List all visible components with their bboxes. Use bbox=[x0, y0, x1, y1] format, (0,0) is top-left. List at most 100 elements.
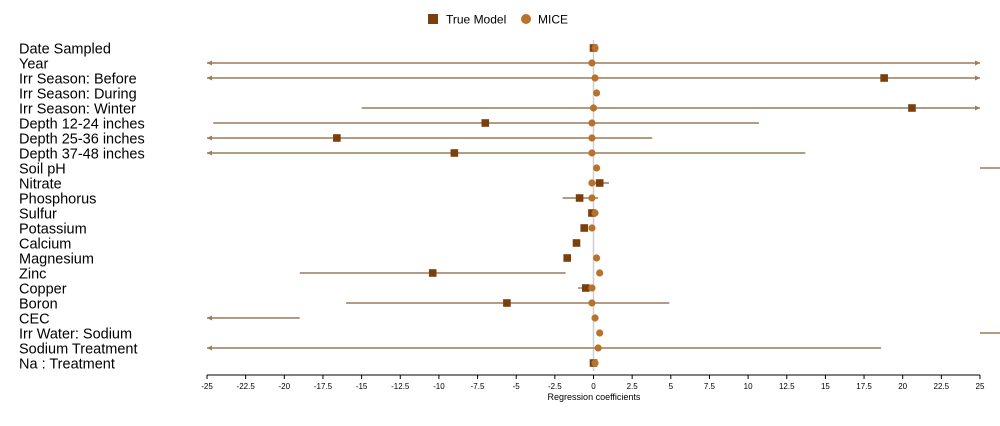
point-true-model-phosphorus bbox=[575, 194, 584, 202]
interval-mice-sodium-treatment-arrow-left bbox=[207, 345, 212, 351]
x-axis: -25 -22.5 -20 -17.5 -15 -12.5 -10 -7.5 -5 -2.5 0 2.… bbox=[201, 374, 985, 391]
interval-mice-sodium-treatment bbox=[207, 345, 882, 351]
legend-marker-mice bbox=[521, 14, 531, 24]
point-true-model-zinc bbox=[428, 269, 437, 277]
point-mice-cec bbox=[591, 314, 599, 322]
point-mice-irr-season-during bbox=[592, 89, 601, 97]
point-true-model-depth-25-36-inches bbox=[333, 134, 341, 142]
interval-mice-irr-season-winter-arrow-right bbox=[975, 105, 980, 111]
y-label-irr-water-sodium: Irr Water: Sodium bbox=[19, 327, 132, 343]
interval-mice-year-arrow-right bbox=[975, 60, 980, 66]
point-true-model-nitrate bbox=[595, 179, 604, 187]
y-label-irr-season-winter: Irr Season: Winter bbox=[19, 102, 136, 118]
x-tick-label-2-5: -2.5 bbox=[548, 382, 562, 391]
y-label-soil-ph: Soil pH bbox=[19, 162, 66, 178]
x-tick-label-17-5: 17.5 bbox=[856, 382, 872, 391]
interval-mice-depth-25-36-inches-arrow-left bbox=[207, 135, 212, 141]
point-true-model-depth-37-48-inches bbox=[450, 149, 459, 157]
point-true-model-depth-12-24-inches bbox=[481, 119, 490, 127]
interval-mice-cec-arrow-left bbox=[207, 315, 212, 321]
point-mice-year bbox=[588, 59, 596, 67]
interval-mice-year-arrow-left bbox=[207, 60, 212, 66]
x-tick-label-5: 5 bbox=[669, 382, 674, 391]
interval-mice-cec bbox=[207, 315, 300, 321]
x-tick-label-15: 15 bbox=[821, 382, 830, 391]
interval-mice-irr-season-before-arrow-left bbox=[207, 75, 212, 81]
y-label-na-treatment: Na : Treatment bbox=[19, 357, 115, 373]
point-mice-irr-water-sodium bbox=[596, 329, 604, 337]
point-mice-date-sampled bbox=[591, 44, 599, 52]
x-axis-label: Regression coefficients bbox=[548, 392, 641, 402]
y-label-sulfur: Sulfur bbox=[19, 207, 57, 223]
y-label-irr-season-before: Irr Season: Before bbox=[19, 72, 137, 88]
interval-mice-irr-season-winter bbox=[361, 105, 980, 111]
x-tick-label-5: -5 bbox=[513, 382, 521, 391]
x-tick-label-25: -25 bbox=[201, 382, 213, 391]
interval-mice-irr-season-before-arrow-right bbox=[975, 75, 980, 81]
y-label-irr-season-during: Irr Season: During bbox=[19, 87, 137, 103]
point-true-model-copper bbox=[581, 284, 590, 292]
x-tick-label-12-5: -12.5 bbox=[391, 382, 410, 391]
x-tick-label-20: -20 bbox=[279, 382, 291, 391]
interval-mice-depth-25-36-inches bbox=[207, 135, 653, 141]
y-label-nitrate: Nitrate bbox=[19, 177, 62, 193]
y-label-magnesium: Magnesium bbox=[19, 252, 94, 268]
x-tick-label-20: 20 bbox=[898, 382, 907, 391]
point-mice-nitrate bbox=[588, 179, 596, 187]
point-mice-zinc bbox=[596, 269, 604, 277]
point-mice-irr-season-winter bbox=[589, 104, 598, 112]
point-mice-depth-37-48-inches bbox=[588, 149, 596, 157]
x-tick-label-7-5: 7.5 bbox=[704, 382, 716, 391]
y-label-sodium-treatment: Sodium Treatment bbox=[19, 342, 137, 358]
confidence-intervals bbox=[207, 60, 1000, 351]
y-label-copper: Copper bbox=[19, 282, 67, 298]
y-label-depth-37-48-inches: Depth 37-48 inches bbox=[19, 147, 145, 163]
point-mice-phosphorus bbox=[588, 194, 596, 202]
point-estimates bbox=[333, 44, 916, 367]
point-mice-na-treatment bbox=[591, 359, 599, 367]
point-mice-sodium-treatment bbox=[594, 344, 602, 352]
y-label-potassium: Potassium bbox=[19, 222, 87, 238]
interval-mice-depth-37-48-inches-arrow-left bbox=[207, 150, 212, 156]
legend-label-true-model: True Model bbox=[446, 13, 506, 27]
x-tick-label-25: 25 bbox=[976, 382, 985, 391]
x-tick-label-15: -15 bbox=[356, 382, 368, 391]
x-tick-label-10: 10 bbox=[744, 382, 753, 391]
point-mice-soil-ph bbox=[592, 164, 601, 172]
point-mice-potassium bbox=[588, 224, 596, 232]
point-true-model-irr-season-winter bbox=[908, 104, 916, 112]
x-tick-label-22-5: -22.5 bbox=[237, 382, 256, 391]
legend-marker-true-model bbox=[428, 14, 438, 24]
y-label-date-sampled: Date Sampled bbox=[19, 42, 111, 58]
legend: True Model MICE bbox=[428, 13, 568, 27]
point-mice-magnesium bbox=[592, 254, 601, 262]
y-label-depth-12-24-inches: Depth 12-24 inches bbox=[19, 117, 145, 133]
y-label-year: Year bbox=[19, 57, 48, 73]
x-tick-label-12-5: 12.5 bbox=[779, 382, 795, 391]
point-mice-irr-season-before bbox=[591, 74, 599, 82]
point-true-model-potassium bbox=[580, 224, 589, 232]
point-mice-boron bbox=[588, 299, 596, 307]
point-true-model-calcium bbox=[572, 239, 581, 247]
y-label-calcium: Calcium bbox=[19, 237, 71, 253]
y-label-depth-25-36-inches: Depth 25-36 inches bbox=[19, 132, 145, 148]
y-label-boron: Boron bbox=[19, 297, 58, 313]
point-mice-depth-12-24-inches bbox=[588, 119, 596, 127]
y-label-zinc: Zinc bbox=[19, 267, 46, 283]
point-true-model-irr-season-before bbox=[880, 74, 888, 82]
point-true-model-magnesium bbox=[563, 254, 572, 262]
x-tick-label-0: 0 bbox=[591, 382, 596, 391]
x-tick-label-7-5: -7.5 bbox=[471, 382, 485, 391]
point-mice-sulfur bbox=[591, 209, 599, 217]
point-mice-copper bbox=[588, 284, 596, 292]
interval-mice-depth-37-48-inches bbox=[207, 150, 806, 156]
x-tick-label-22-5: 22.5 bbox=[934, 382, 950, 391]
point-true-model-boron bbox=[503, 299, 511, 307]
x-tick-label-17-5: -17.5 bbox=[314, 382, 333, 391]
y-label-cec: CEC bbox=[19, 312, 50, 328]
y-label-phosphorus: Phosphorus bbox=[19, 192, 96, 208]
x-tick-label-2-5: 2.5 bbox=[627, 382, 639, 391]
x-tick-label-10: -10 bbox=[433, 382, 445, 391]
